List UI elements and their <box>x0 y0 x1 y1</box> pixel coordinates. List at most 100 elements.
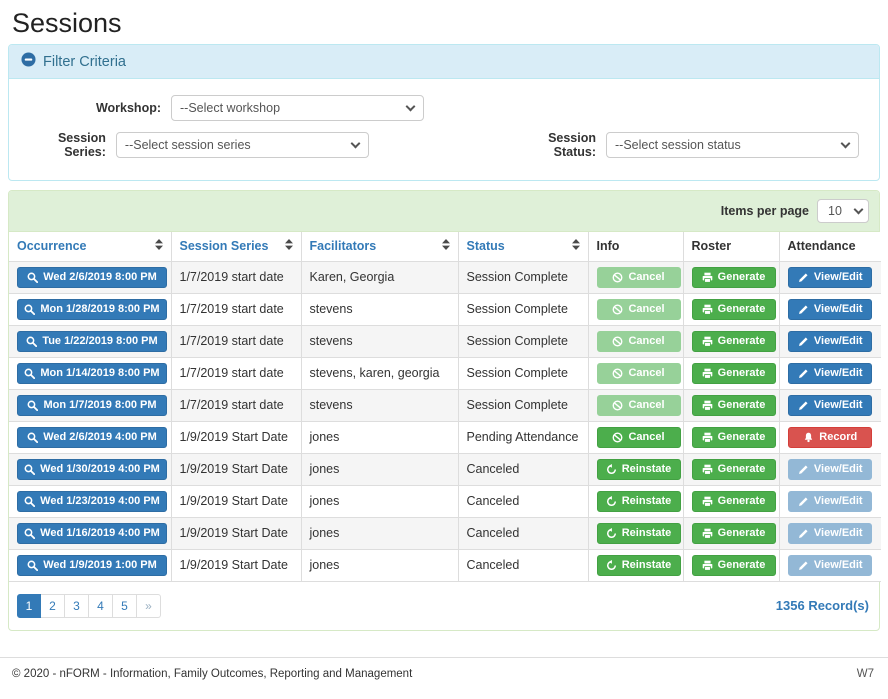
sessions-page: Sessions Filter Criteria Workshop: --Sel… <box>0 0 888 699</box>
session-series-select[interactable]: --Select session series <box>116 132 369 158</box>
page-button[interactable]: 4 <box>89 594 113 618</box>
undo-icon <box>606 496 617 507</box>
button-label: Generate <box>718 431 766 443</box>
generate-button[interactable]: Generate <box>692 299 776 320</box>
occurrence-cell: Mon 1/28/2019 8:00 PM <box>9 293 171 325</box>
generate-button[interactable]: Generate <box>692 363 776 384</box>
generate-button[interactable]: Generate <box>692 331 776 352</box>
occurrence-cell: Wed 2/6/2019 8:00 PM <box>9 261 171 293</box>
attendance-cell: View/Edit <box>779 261 881 293</box>
wed-1-23-2019-4-00-pm-button[interactable]: Wed 1/23/2019 4:00 PM <box>17 491 167 512</box>
reinstate-button[interactable]: Reinstate <box>597 459 681 480</box>
session-series-cell: 1/9/2019 Start Date <box>171 453 301 485</box>
table-row: Wed 2/6/2019 8:00 PM1/7/2019 start dateK… <box>9 261 881 293</box>
session-series-cell: 1/7/2019 start date <box>171 357 301 389</box>
status-cell: Session Complete <box>458 293 588 325</box>
ban-icon <box>612 432 623 443</box>
occurrence-cell: Wed 1/16/2019 4:00 PM <box>9 517 171 549</box>
button-label: View/Edit <box>814 399 863 411</box>
tue-1-22-2019-8-00-pm-button[interactable]: Tue 1/22/2019 8:00 PM <box>17 331 167 352</box>
button-label: Mon 1/7/2019 8:00 PM <box>43 399 156 411</box>
generate-button[interactable]: Generate <box>692 427 776 448</box>
printer-icon <box>702 304 713 315</box>
button-label: Cancel <box>628 367 664 379</box>
status-cell: Session Complete <box>458 357 588 389</box>
filter-criteria-body: Workshop: --Select workshop Session Seri… <box>9 79 879 180</box>
pencil-icon <box>798 368 809 379</box>
ban-icon <box>612 304 623 315</box>
status-cell: Canceled <box>458 549 588 581</box>
view-edit-button: View/Edit <box>788 523 872 544</box>
undo-icon <box>606 464 617 475</box>
next-pages-button[interactable]: » <box>137 594 161 618</box>
reinstate-button[interactable]: Reinstate <box>597 523 681 544</box>
attendance-cell: View/Edit <box>779 293 881 325</box>
page-button[interactable]: 2 <box>41 594 65 618</box>
generate-button[interactable]: Generate <box>692 523 776 544</box>
generate-button[interactable]: Generate <box>692 267 776 288</box>
generate-button[interactable]: Generate <box>692 555 776 576</box>
mon-1-28-2019-8-00-pm-button[interactable]: Mon 1/28/2019 8:00 PM <box>17 299 167 320</box>
view-edit-button[interactable]: View/Edit <box>788 395 872 416</box>
printer-icon <box>702 432 713 443</box>
filter-criteria-title: Filter Criteria <box>43 54 126 70</box>
generate-button[interactable]: Generate <box>692 459 776 480</box>
record-count: 1356 Record(s) <box>776 598 869 613</box>
button-label: Wed 2/6/2019 8:00 PM <box>43 271 157 283</box>
button-label: View/Edit <box>814 527 863 539</box>
table-row: Tue 1/22/2019 8:00 PM1/7/2019 start date… <box>9 325 881 357</box>
wed-1-16-2019-4-00-pm-button[interactable]: Wed 1/16/2019 4:00 PM <box>17 523 167 544</box>
cancel-button: Cancel <box>597 363 681 384</box>
page-button[interactable]: 1 <box>17 594 41 618</box>
generate-button[interactable]: Generate <box>692 491 776 512</box>
column-header-occurrence[interactable]: Occurrence <box>9 232 171 261</box>
roster-cell: Generate <box>683 293 779 325</box>
generate-button[interactable]: Generate <box>692 395 776 416</box>
session-series-cell: 1/9/2019 Start Date <box>171 485 301 517</box>
occurrence-cell: Wed 2/6/2019 4:00 PM <box>9 421 171 453</box>
magnifier-icon <box>24 304 35 315</box>
view-edit-button[interactable]: View/Edit <box>788 363 872 384</box>
mon-1-14-2019-8-00-pm-button[interactable]: Mon 1/14/2019 8:00 PM <box>17 363 167 384</box>
view-edit-button[interactable]: View/Edit <box>788 331 872 352</box>
button-label: Wed 1/16/2019 4:00 PM <box>40 527 160 539</box>
record-button[interactable]: Record <box>788 427 872 448</box>
roster-cell: Generate <box>683 357 779 389</box>
wed-1-9-2019-1-00-pm-button[interactable]: Wed 1/9/2019 1:00 PM <box>17 555 167 576</box>
view-edit-button[interactable]: View/Edit <box>788 299 872 320</box>
sort-icon <box>285 239 293 253</box>
wed-2-6-2019-4-00-pm-button[interactable]: Wed 2/6/2019 4:00 PM <box>17 427 167 448</box>
button-label: Mon 1/14/2019 8:00 PM <box>40 367 159 379</box>
status-cell: Canceled <box>458 485 588 517</box>
page-button[interactable]: 3 <box>65 594 89 618</box>
printer-icon <box>702 336 713 347</box>
button-label: View/Edit <box>814 335 863 347</box>
cancel-button: Cancel <box>597 395 681 416</box>
button-label: Reinstate <box>622 527 672 539</box>
wed-1-30-2019-4-00-pm-button[interactable]: Wed 1/30/2019 4:00 PM <box>17 459 167 480</box>
info-cell: Cancel <box>588 421 683 453</box>
session-status-select[interactable]: --Select session status <box>606 132 859 158</box>
column-header-session-series[interactable]: Session Series <box>171 232 301 261</box>
wed-2-6-2019-8-00-pm-button[interactable]: Wed 2/6/2019 8:00 PM <box>17 267 167 288</box>
attendance-cell: Record <box>779 421 881 453</box>
reinstate-button[interactable]: Reinstate <box>597 491 681 512</box>
mon-1-7-2019-8-00-pm-button[interactable]: Mon 1/7/2019 8:00 PM <box>17 395 167 416</box>
filter-criteria-header[interactable]: Filter Criteria <box>9 45 879 79</box>
cancel-button[interactable]: Cancel <box>597 427 681 448</box>
button-label: Cancel <box>628 303 664 315</box>
roster-cell: Generate <box>683 421 779 453</box>
view-edit-button[interactable]: View/Edit <box>788 267 872 288</box>
page-button[interactable]: 5 <box>113 594 137 618</box>
reinstate-button[interactable]: Reinstate <box>597 555 681 576</box>
printer-icon <box>702 368 713 379</box>
items-per-page-select[interactable]: 10 <box>817 199 869 223</box>
status-cell: Session Complete <box>458 325 588 357</box>
workshop-select[interactable]: --Select workshop <box>171 95 424 121</box>
occurrence-cell: Tue 1/22/2019 8:00 PM <box>9 325 171 357</box>
column-header-status[interactable]: Status <box>458 232 588 261</box>
view-edit-button: View/Edit <box>788 459 872 480</box>
minus-circle-icon <box>21 52 36 71</box>
button-label: View/Edit <box>814 559 863 571</box>
column-header-facilitators[interactable]: Facilitators <box>301 232 458 261</box>
